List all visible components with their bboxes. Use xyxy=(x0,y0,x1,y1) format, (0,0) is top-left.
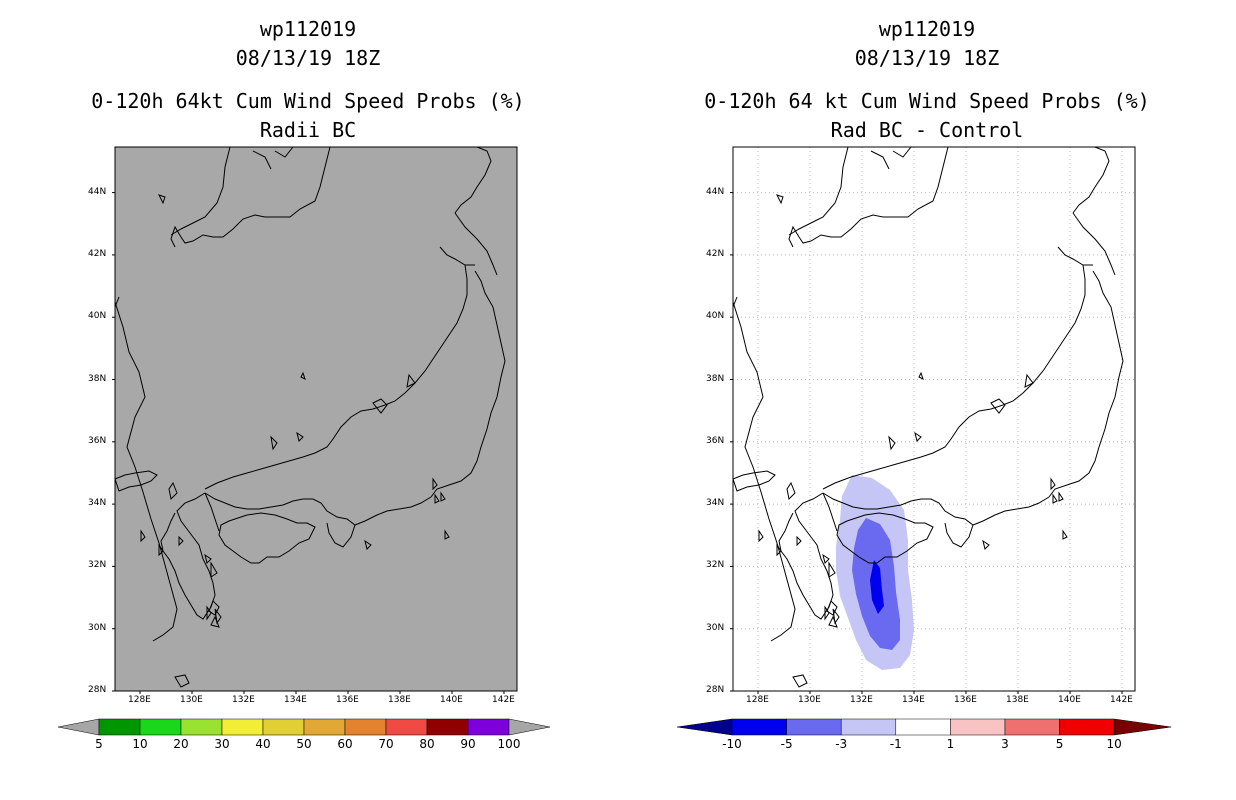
lat-label: 44N xyxy=(706,186,725,197)
lat-label: 28N xyxy=(88,685,107,695)
right-map-gridlines xyxy=(733,147,1135,691)
left-map-background xyxy=(115,147,517,691)
lon-label: 142E xyxy=(492,695,515,705)
lat-label: 28N xyxy=(706,685,725,695)
right-map-frame xyxy=(732,146,1136,692)
right-map-panel xyxy=(730,146,1136,694)
left-colorbar-label: 40 xyxy=(255,737,271,751)
lat-label: 44N xyxy=(88,186,107,197)
left-colorbar-bin xyxy=(467,718,510,736)
right-colorbar-low-end xyxy=(676,718,733,736)
left-colorbar-bin xyxy=(303,718,346,736)
left-colorbar-label: 50 xyxy=(296,737,312,751)
left-colorbar-bin xyxy=(221,718,264,736)
right-title-experiment: Rad BC - Control xyxy=(830,118,1024,142)
left-colorbar-label: 20 xyxy=(173,737,189,751)
right-colorbar-label: -1 xyxy=(889,737,902,751)
left-colorbar-bin xyxy=(180,718,223,736)
right-colorbar-label: 5 xyxy=(1055,737,1064,751)
lon-label: 128E xyxy=(746,695,769,705)
lon-label: 140E xyxy=(440,695,463,705)
left-title-product: 0-120h 64kt Cum Wind Speed Probs (%) xyxy=(91,89,525,113)
right-colorbar-bin xyxy=(1004,718,1060,736)
lat-label: 30N xyxy=(88,622,107,633)
right-colorbar-high-end xyxy=(1113,718,1172,736)
left-colorbar xyxy=(57,718,551,736)
left-colorbar-label: 5 xyxy=(95,737,103,751)
left-colorbar-label: 100 xyxy=(497,737,521,751)
left-title-datetime: 08/13/19 18Z xyxy=(235,46,381,70)
lat-label: 32N xyxy=(88,560,107,571)
right-colorbar xyxy=(676,718,1172,736)
right-title-product: 0-120h 64 kt Cum Wind Speed Probs (%) xyxy=(704,89,1150,113)
right-colorbar-label: -3 xyxy=(835,737,848,751)
lon-label: 142E xyxy=(1110,695,1133,705)
lat-label: 40N xyxy=(88,311,107,322)
right-colorbar-bin xyxy=(786,718,842,736)
lon-label: 132E xyxy=(850,695,873,705)
lon-label: 130E xyxy=(180,695,203,705)
lat-label: 32N xyxy=(706,560,725,571)
lat-label: 42N xyxy=(88,248,107,259)
lat-label: 38N xyxy=(88,373,107,384)
lat-label: 40N xyxy=(706,311,725,322)
lat-label: 36N xyxy=(706,435,725,446)
right-colorbar-bin xyxy=(895,718,951,736)
left-colorbar-bin xyxy=(426,718,469,736)
left-colorbar-label: 10 xyxy=(132,737,148,751)
right-colorbar-bin xyxy=(1059,718,1115,736)
right-colorbar-bin xyxy=(950,718,1006,736)
right-colorbar-label: -10 xyxy=(722,737,742,751)
lon-label: 130E xyxy=(798,695,821,705)
left-colorbar-bin xyxy=(385,718,428,736)
left-colorbar-bin xyxy=(262,718,305,736)
lon-label: 136E xyxy=(954,695,977,705)
right-colorbar-label: 3 xyxy=(1001,737,1009,751)
lon-label: 138E xyxy=(388,695,411,705)
left-colorbar-low-end xyxy=(57,718,100,736)
lat-label: 30N xyxy=(706,622,725,633)
left-colorbar-bin xyxy=(98,718,141,736)
left-title-storm-id: wp112019 xyxy=(259,17,357,41)
right-colorbar-bin xyxy=(731,718,787,736)
left-colorbar-high-end xyxy=(508,718,551,736)
left-colorbar-label: 60 xyxy=(337,737,353,751)
lon-label: 134E xyxy=(284,695,307,705)
lon-label: 136E xyxy=(336,695,359,705)
lon-label: 132E xyxy=(232,695,255,705)
right-title-storm-id: wp112019 xyxy=(878,17,976,41)
left-map-frame xyxy=(114,146,518,692)
left-map-panel xyxy=(112,146,518,694)
lat-label: 38N xyxy=(706,373,725,384)
right-colorbar-bin xyxy=(840,718,897,736)
right-colorbar-label: 10 xyxy=(1106,737,1122,751)
right-map-background xyxy=(733,147,1135,691)
lat-label: 36N xyxy=(88,435,107,446)
right-colorbar-label: 1 xyxy=(946,737,955,751)
left-colorbar-label: 80 xyxy=(419,737,435,751)
lon-label: 140E xyxy=(1058,695,1081,705)
difference-dark-blue-region xyxy=(870,560,884,614)
left-colorbar-label: 90 xyxy=(460,737,476,751)
lat-label: 34N xyxy=(706,498,725,509)
lon-label: 134E xyxy=(902,695,925,705)
left-colorbar-label: 70 xyxy=(378,737,394,751)
left-colorbar-label: 30 xyxy=(214,737,230,751)
left-title-experiment: Radii BC xyxy=(259,118,357,142)
left-colorbar-bin xyxy=(344,718,387,736)
lon-label: 138E xyxy=(1006,695,1029,705)
lon-label: 128E xyxy=(128,695,151,705)
lat-label: 42N xyxy=(706,248,725,259)
right-colorbar-label: -5 xyxy=(780,737,793,751)
right-title-datetime: 08/13/19 18Z xyxy=(854,46,1000,70)
left-colorbar-bin xyxy=(139,718,182,736)
lat-label: 34N xyxy=(88,498,107,509)
